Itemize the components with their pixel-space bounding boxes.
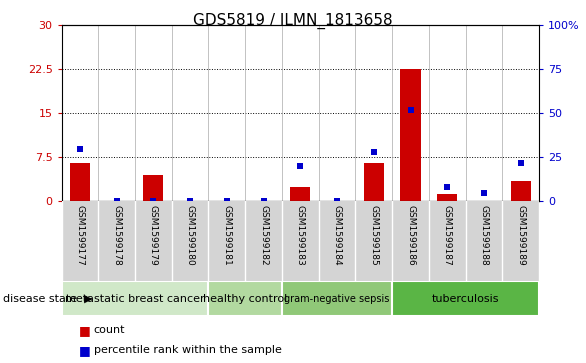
Text: GSM1599184: GSM1599184 — [333, 205, 342, 266]
Bar — [400, 69, 421, 201]
Text: percentile rank within the sample: percentile rank within the sample — [94, 345, 282, 355]
Text: GSM1599179: GSM1599179 — [149, 205, 158, 266]
Text: GSM1599178: GSM1599178 — [112, 205, 121, 266]
Point — [406, 107, 415, 113]
Text: ■: ■ — [79, 344, 95, 357]
Point — [332, 199, 342, 204]
Point — [516, 160, 526, 166]
Text: GSM1599181: GSM1599181 — [222, 205, 231, 266]
Text: GSM1599182: GSM1599182 — [259, 205, 268, 266]
Point — [222, 199, 231, 204]
Bar — [209, 281, 282, 316]
Text: GSM1599188: GSM1599188 — [479, 205, 489, 266]
Bar — [290, 187, 311, 201]
Text: GSM1599177: GSM1599177 — [76, 205, 84, 266]
Text: GSM1599185: GSM1599185 — [369, 205, 379, 266]
Bar — [437, 195, 458, 201]
Point — [296, 163, 305, 169]
Point — [185, 199, 195, 204]
Bar — [364, 163, 384, 201]
Text: count: count — [94, 325, 125, 335]
Bar — [143, 175, 163, 201]
Text: tuberculosis: tuberculosis — [432, 294, 499, 303]
Text: GSM1599187: GSM1599187 — [443, 205, 452, 266]
Point — [442, 184, 452, 190]
Point — [75, 146, 84, 152]
Bar — [70, 163, 90, 201]
Text: gram-negative sepsis: gram-negative sepsis — [284, 294, 390, 303]
Point — [479, 190, 489, 196]
Text: GSM1599180: GSM1599180 — [186, 205, 195, 266]
Point — [259, 199, 268, 204]
Point — [369, 149, 379, 155]
Text: disease state  ▶: disease state ▶ — [3, 294, 93, 303]
Text: GDS5819 / ILMN_1813658: GDS5819 / ILMN_1813658 — [193, 13, 393, 29]
Text: GSM1599189: GSM1599189 — [516, 205, 525, 266]
Text: GSM1599183: GSM1599183 — [296, 205, 305, 266]
Point — [112, 199, 121, 204]
Bar — [392, 281, 539, 316]
Text: metastatic breast cancer: metastatic breast cancer — [65, 294, 205, 303]
Bar — [62, 281, 209, 316]
Text: GSM1599186: GSM1599186 — [406, 205, 415, 266]
Text: ■: ■ — [79, 324, 95, 337]
Text: healthy control: healthy control — [203, 294, 287, 303]
Point — [149, 199, 158, 204]
Bar — [282, 281, 392, 316]
Bar — [510, 181, 531, 201]
